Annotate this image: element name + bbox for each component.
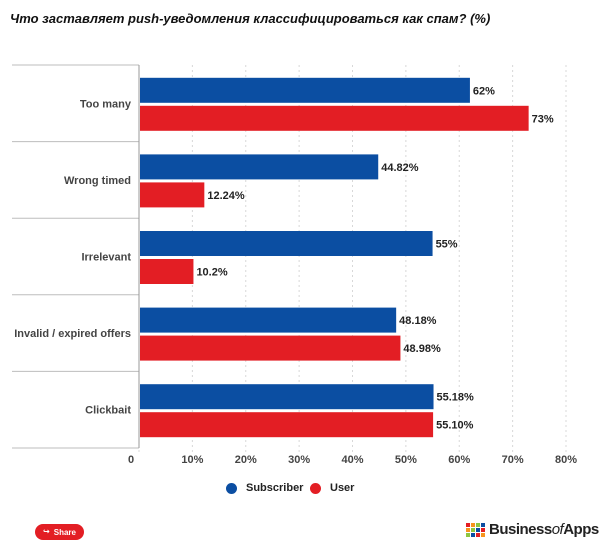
bar-user	[140, 412, 434, 438]
bar-user	[140, 105, 529, 131]
legend-label-subscriber: Subscriber	[246, 482, 304, 494]
brand-mark-cell	[471, 527, 475, 532]
share-icon: ↪	[43, 527, 50, 536]
legend-item-subscriber[interactable]: Subscriber	[226, 482, 303, 494]
x-tick-label: 30%	[288, 454, 310, 466]
bar-user	[140, 335, 401, 361]
legend-item-user[interactable]: User	[310, 482, 354, 494]
x-tick-label: 70%	[502, 454, 524, 466]
brand-mark-cell	[476, 532, 480, 537]
bar-user	[140, 182, 205, 208]
data-label: 44.82%	[381, 162, 419, 174]
brand-mark-cell	[471, 522, 475, 527]
legend-label-user: User	[330, 482, 355, 494]
brand-mark-cell	[481, 527, 485, 532]
brand-mark-cell	[481, 522, 485, 527]
category-label: Too many	[80, 98, 132, 110]
data-label: 48.98%	[403, 343, 441, 355]
data-label: 62%	[473, 85, 495, 97]
category-label: Invalid / expired offers	[14, 328, 131, 340]
bar-subscriber	[140, 77, 470, 103]
legend-swatch-user	[310, 482, 321, 494]
brand-mark-cell	[476, 527, 480, 532]
data-label: 48.18%	[399, 315, 437, 327]
bar-user	[140, 259, 194, 284]
bar-chart: 0 10% 20% 30% 40% 50% 60% 70% 80% Too many 62% 73% W…	[12, 64, 577, 466]
legend-swatch-subscriber	[226, 482, 237, 494]
category-label: Clickbait	[85, 405, 131, 417]
brand-mark-cell	[466, 527, 470, 532]
x-tick-label: 0	[128, 454, 134, 466]
bar-subscriber	[140, 307, 397, 333]
bar-subscriber	[140, 154, 379, 180]
brand-mark-cell	[466, 532, 470, 537]
data-label: 55%	[436, 239, 458, 251]
x-tick-label: 10%	[181, 454, 203, 466]
bar-subscriber	[140, 231, 433, 256]
x-tick-label: 50%	[395, 454, 417, 466]
brand-mark-cell	[471, 532, 475, 537]
x-tick-label: 60%	[448, 454, 470, 466]
share-button[interactable]: ↪ Share	[35, 524, 84, 540]
x-tick-label: 40%	[341, 454, 363, 466]
legend: Subscriber User	[0, 482, 599, 502]
category-label: Irrelevant	[81, 252, 131, 264]
brand-logo: BusinessofApps	[466, 521, 599, 538]
brand-mark-cell	[476, 522, 480, 527]
brand-name: BusinessofApps	[489, 521, 599, 538]
x-tick-label: 80%	[555, 454, 577, 466]
share-label: Share	[53, 527, 76, 537]
data-label: 73%	[532, 113, 554, 125]
data-label: 10.2%	[196, 267, 227, 279]
x-tick-label: 20%	[235, 454, 257, 466]
brand-mark-icon	[466, 522, 485, 537]
chart-title: Что заставляет push-уведомления классифи…	[10, 11, 491, 26]
category-label: Wrong timed	[64, 175, 131, 187]
brand-mark-cell	[481, 532, 485, 537]
bar-subscriber	[140, 384, 434, 410]
data-label: 12.24%	[207, 190, 245, 202]
brand-mark-cell	[466, 522, 470, 527]
data-label: 55.18%	[437, 392, 475, 404]
data-label: 55.10%	[436, 420, 474, 432]
